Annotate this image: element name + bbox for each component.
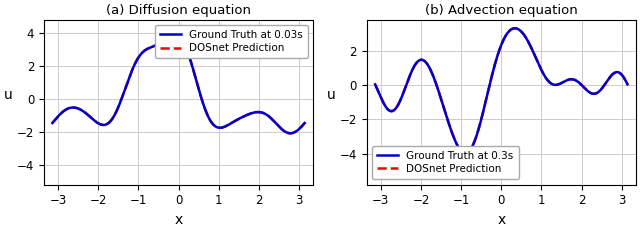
DOSnet Prediction bbox=[616, 72, 624, 75]
DOSnet Prediction bbox=[171, 33, 179, 36]
Line: DOSnet Prediction: DOSnet Prediction bbox=[52, 34, 305, 133]
Ground Truth at 0.3s bbox=[570, 78, 578, 81]
Ground Truth at 0.03s bbox=[172, 33, 179, 36]
Ground Truth at 0.03s bbox=[287, 132, 294, 135]
DOSnet Prediction bbox=[294, 129, 301, 132]
DOSnet Prediction bbox=[616, 72, 624, 75]
Ground Truth at 0.03s bbox=[164, 35, 172, 38]
Title: (b) Advection equation: (b) Advection equation bbox=[425, 4, 578, 17]
DOSnet Prediction bbox=[294, 129, 301, 132]
DOSnet Prediction bbox=[49, 122, 56, 125]
Ground Truth at 0.03s bbox=[294, 129, 301, 132]
Ground Truth at 0.03s bbox=[294, 129, 301, 132]
Ground Truth at 0.03s bbox=[49, 122, 56, 125]
X-axis label: x: x bbox=[174, 213, 182, 227]
DOSnet Prediction bbox=[494, 53, 502, 56]
DOSnet Prediction bbox=[384, 108, 392, 111]
DOSnet Prediction bbox=[172, 33, 179, 36]
Ground Truth at 0.03s bbox=[301, 122, 308, 125]
Ground Truth at 0.3s bbox=[616, 72, 624, 75]
Ground Truth at 0.03s bbox=[171, 33, 179, 36]
Line: Ground Truth at 0.03s: Ground Truth at 0.03s bbox=[52, 34, 305, 133]
DOSnet Prediction bbox=[570, 78, 578, 81]
Ground Truth at 0.03s bbox=[61, 109, 69, 111]
DOSnet Prediction bbox=[287, 132, 294, 135]
DOSnet Prediction bbox=[61, 109, 69, 111]
DOSnet Prediction bbox=[488, 77, 495, 80]
DOSnet Prediction bbox=[371, 83, 379, 86]
DOSnet Prediction bbox=[511, 27, 518, 30]
Ground Truth at 0.3s bbox=[371, 83, 379, 86]
DOSnet Prediction bbox=[461, 152, 469, 155]
Ground Truth at 0.3s bbox=[461, 152, 469, 155]
Ground Truth at 0.3s bbox=[384, 108, 392, 111]
Legend: Ground Truth at 0.03s, DOSnet Prediction: Ground Truth at 0.03s, DOSnet Prediction bbox=[154, 25, 308, 58]
Legend: Ground Truth at 0.3s, DOSnet Prediction: Ground Truth at 0.3s, DOSnet Prediction bbox=[372, 146, 519, 179]
Line: DOSnet Prediction: DOSnet Prediction bbox=[375, 28, 627, 153]
DOSnet Prediction bbox=[247, 112, 255, 115]
Ground Truth at 0.3s bbox=[511, 27, 518, 30]
Ground Truth at 0.3s bbox=[616, 72, 624, 75]
DOSnet Prediction bbox=[164, 35, 172, 38]
Ground Truth at 0.3s bbox=[494, 53, 502, 56]
Line: Ground Truth at 0.3s: Ground Truth at 0.3s bbox=[375, 28, 627, 153]
DOSnet Prediction bbox=[623, 83, 631, 86]
Ground Truth at 0.3s bbox=[623, 83, 631, 86]
Ground Truth at 0.03s bbox=[247, 112, 255, 115]
DOSnet Prediction bbox=[301, 122, 308, 125]
X-axis label: x: x bbox=[497, 213, 506, 227]
Title: (a) Diffusion equation: (a) Diffusion equation bbox=[106, 4, 251, 17]
Ground Truth at 0.3s bbox=[488, 77, 495, 80]
Y-axis label: u: u bbox=[327, 88, 336, 102]
Y-axis label: u: u bbox=[4, 88, 13, 102]
